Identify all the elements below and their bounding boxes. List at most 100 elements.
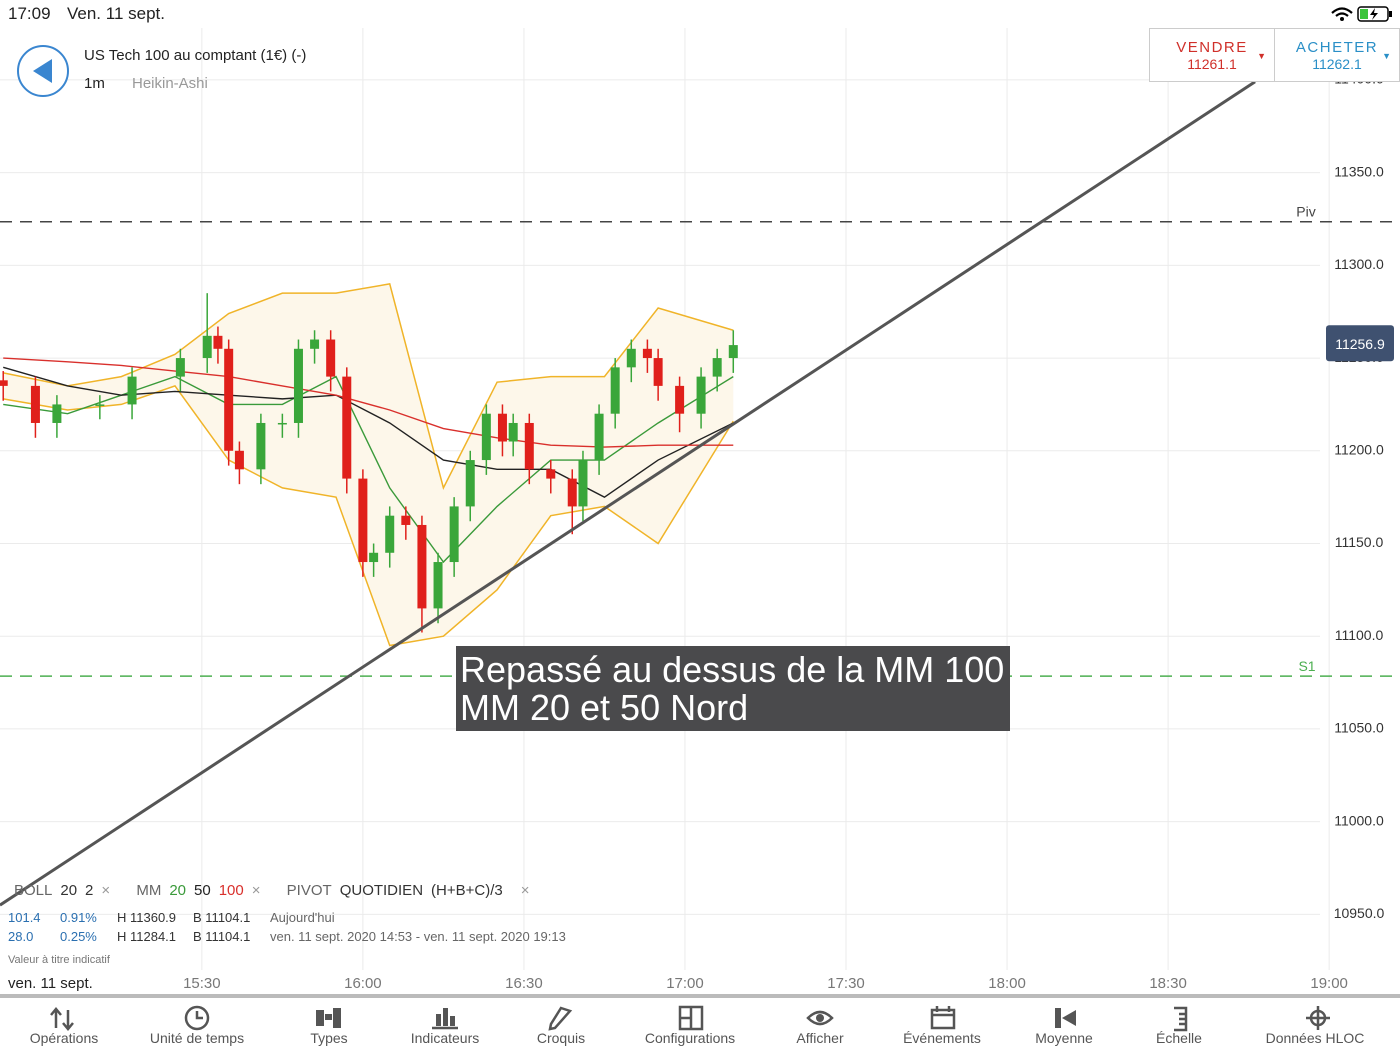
toolbar-icons bbox=[50, 1005, 1330, 1032]
s1-label: S1 bbox=[1298, 658, 1315, 674]
info-cell: 101.4 bbox=[8, 910, 41, 925]
candle-body bbox=[546, 469, 556, 479]
caret: ▼ bbox=[1257, 51, 1266, 61]
candle-body bbox=[30, 385, 40, 423]
legend-close[interactable]: × bbox=[520, 882, 530, 899]
candle-body bbox=[213, 335, 223, 349]
bollinger-fill bbox=[3, 283, 734, 646]
info-cell: 0.25% bbox=[60, 929, 97, 944]
candle-body bbox=[728, 345, 738, 359]
candle-body bbox=[95, 404, 105, 406]
status-date: Ven. 11 sept. bbox=[67, 4, 165, 23]
candle-body bbox=[369, 552, 379, 563]
candle-body bbox=[224, 348, 234, 451]
candle-body bbox=[675, 385, 685, 414]
candle-body bbox=[256, 422, 266, 470]
info-cell: ven. 11 sept. 2020 14:53 - ven. 11 sept.… bbox=[270, 929, 566, 944]
last-price-box bbox=[1326, 325, 1394, 362]
candle-body bbox=[202, 335, 212, 359]
y-tick-label: 11100.0 bbox=[1335, 627, 1384, 643]
candle-body bbox=[52, 404, 62, 423]
info-cell: 0.91% bbox=[60, 910, 97, 925]
info-cell: H 11284.1 bbox=[117, 929, 177, 944]
info-cell: H 11360.9 bbox=[117, 910, 177, 925]
candle-body bbox=[385, 515, 395, 553]
toolbar-button[interactable]: Croquis bbox=[536, 1030, 586, 1046]
candle-body bbox=[433, 562, 443, 609]
last-price-label: 11256.9 bbox=[1335, 336, 1385, 352]
disclaimer: Valeur à titre indicatif bbox=[8, 954, 110, 966]
buy-button[interactable]: ACHETER 11262.1 ▼ bbox=[1274, 28, 1400, 82]
candle-body bbox=[712, 358, 722, 377]
sell-label: VENDRE bbox=[1176, 39, 1248, 56]
legend-pivot-type: QUOTIDIEN bbox=[339, 882, 424, 899]
legend-row: BOLL 20 2 × MM 20 50 100 × PIVOT QUOTIDIEN (H+B+C… bbox=[14, 882, 538, 899]
y-tick-label: 11050.0 bbox=[1334, 720, 1384, 736]
candle-body bbox=[696, 376, 706, 414]
toolbar-button[interactable]: Moyenne bbox=[1035, 1030, 1093, 1046]
candle-body bbox=[610, 367, 620, 414]
toolbar-button[interactable]: Échelle bbox=[1156, 1030, 1202, 1046]
toolbar-button[interactable]: Opérations bbox=[29, 1030, 99, 1046]
annotation-text: Repassé au dessus de la MM 100 MM 20 et … bbox=[456, 646, 1010, 732]
annotation-line: MM 20 et 50 Nord bbox=[460, 687, 749, 728]
candle-body bbox=[449, 506, 459, 563]
legend-mm50: 50 bbox=[194, 882, 211, 899]
x-tick-label: 18:30 bbox=[1149, 975, 1187, 992]
y-tick-label: 11350.0 bbox=[1334, 163, 1384, 179]
status-time: 17:09 bbox=[8, 4, 51, 23]
x-tick-label: 17:30 bbox=[827, 975, 865, 992]
toolbar-button[interactable]: Données HLOC bbox=[1265, 1030, 1365, 1046]
legend-mm100: 100 bbox=[218, 882, 244, 899]
toolbar-button[interactable]: Afficher bbox=[796, 1030, 844, 1046]
candle-body bbox=[653, 358, 663, 386]
candle-body bbox=[481, 413, 491, 461]
timeframe[interactable]: 1m bbox=[84, 75, 105, 92]
candle-body bbox=[465, 460, 475, 507]
y-tick-label: 11000.0 bbox=[1334, 812, 1384, 828]
candle-body bbox=[234, 450, 244, 470]
candle-body bbox=[326, 339, 336, 377]
y-tick-label: 10950.0 bbox=[1334, 905, 1385, 921]
status-icons bbox=[1331, 6, 1392, 22]
legend-mm20: 20 bbox=[169, 882, 187, 899]
toolbar-button[interactable]: Événements bbox=[903, 1030, 981, 1046]
back-button[interactable] bbox=[16, 44, 72, 100]
candle-body bbox=[417, 524, 427, 609]
instrument-title: US Tech 100 au comptant (1€) (-) bbox=[84, 47, 307, 64]
candle-body bbox=[277, 422, 287, 425]
toolbar-button[interactable]: Types bbox=[310, 1030, 348, 1046]
toolbar-button[interactable]: Indicateurs bbox=[410, 1030, 480, 1046]
candle-body bbox=[642, 348, 652, 359]
candle-body bbox=[0, 380, 8, 386]
chart: 15:30 16:00 16:30 17:00 17:30 18:00 18:30 19:00… bbox=[0, 28, 1400, 996]
candle-body bbox=[524, 422, 534, 470]
date-label: ven. 11 sept. bbox=[8, 975, 93, 992]
info-cell: B 11104.1 bbox=[193, 929, 251, 944]
sell-button[interactable]: VENDRE 11261.1 ▼ bbox=[1149, 28, 1275, 82]
pivot-label: Piv bbox=[1296, 203, 1315, 219]
trend-line bbox=[0, 80, 1256, 907]
candle-body bbox=[594, 413, 604, 461]
sell-price: 11261.1 bbox=[1187, 56, 1237, 72]
toolbar-button[interactable]: Configurations bbox=[644, 1030, 736, 1046]
candle-body bbox=[497, 413, 507, 442]
candle-body bbox=[127, 376, 137, 405]
info-cell: B 11104.1 bbox=[193, 910, 251, 925]
candle-body bbox=[175, 358, 185, 377]
legend-close[interactable]: × bbox=[101, 882, 111, 899]
legend-close[interactable]: × bbox=[251, 882, 261, 899]
candle-body bbox=[310, 339, 320, 349]
legend-pivot: PIVOT bbox=[286, 882, 332, 899]
chart-style[interactable]: Heikin-Ashi bbox=[132, 75, 208, 92]
x-tick-label: 15:30 bbox=[183, 975, 221, 992]
x-tick-label: 17:00 bbox=[666, 975, 704, 992]
candle-body bbox=[342, 376, 352, 479]
candle-body bbox=[578, 460, 588, 507]
annotation-box: Repassé au dessus de la MM 100 MM 20 et … bbox=[456, 646, 1010, 731]
y-tick-label: 11150.0 bbox=[1335, 534, 1384, 550]
candle-body bbox=[293, 348, 303, 423]
info-cell: 28.0 bbox=[8, 929, 34, 944]
toolbar-button[interactable]: Unité de temps bbox=[149, 1030, 245, 1046]
candle-body bbox=[358, 478, 368, 563]
